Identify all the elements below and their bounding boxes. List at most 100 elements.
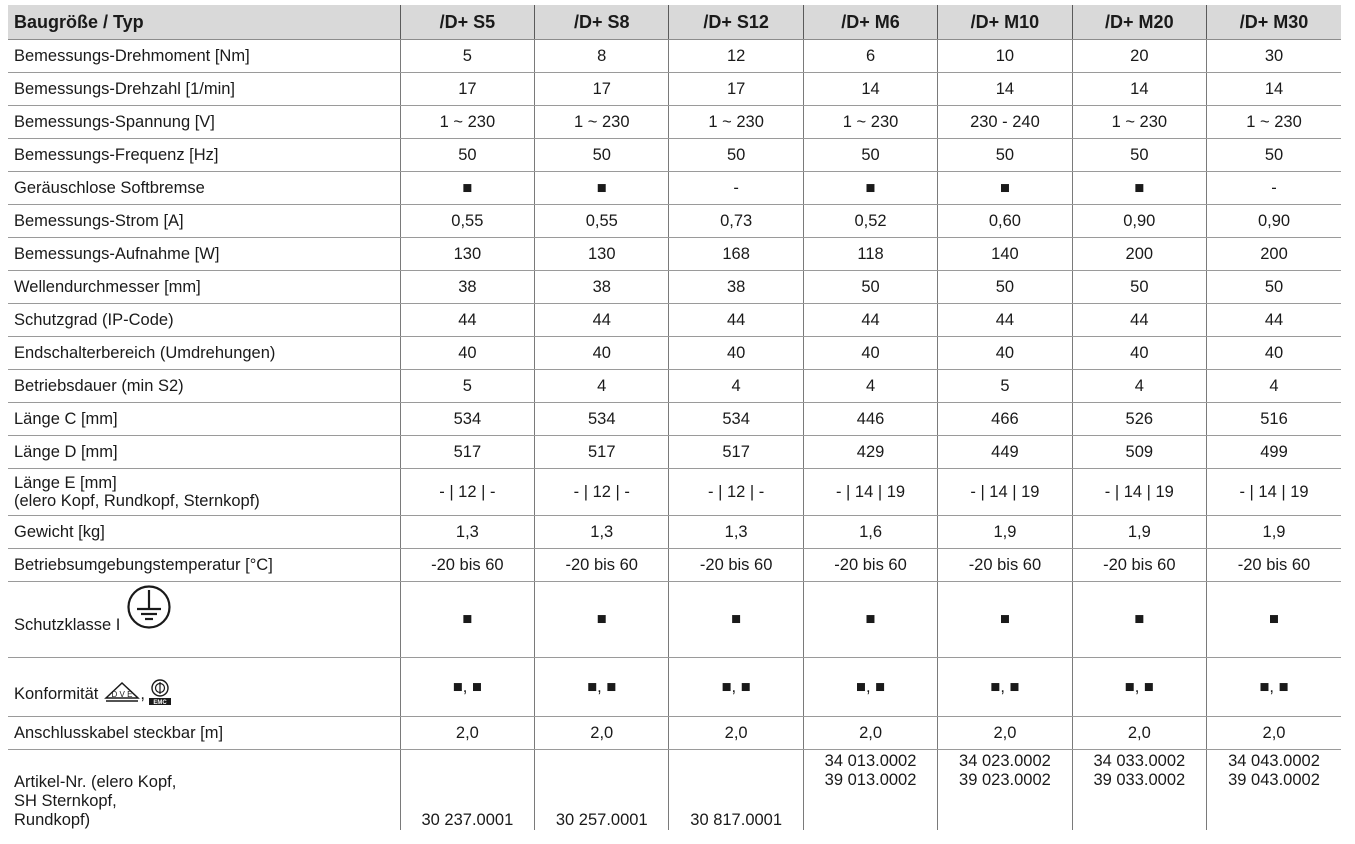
table-row: Bemessungs-Strom [A] 0,55 0,55 0,73 0,52 0,60… <box>8 204 1341 238</box>
table-cell: ■ <box>1206 581 1341 658</box>
table-cell: - | 12 | - <box>534 468 669 516</box>
table-cell: 1,9 <box>1206 515 1341 549</box>
table-cell: 20 <box>1071 39 1207 73</box>
vde-mark-icon: D V E <box>104 680 141 709</box>
table-cell: 1,3 <box>534 515 669 549</box>
table-cell: -20 bis 60 <box>937 548 1073 582</box>
row-label: Länge D [mm] <box>8 435 401 469</box>
article-number: 34 043.0002 <box>1228 752 1320 770</box>
table-cell: - <box>1206 171 1341 205</box>
table-cell: 17 <box>399 72 535 106</box>
table-cell: 2,0 <box>534 716 669 750</box>
row-label: Schutzklasse I <box>8 581 401 658</box>
article-number: 34 033.0002 <box>1093 752 1186 770</box>
table-cell: 0,73 <box>668 204 804 238</box>
icon-separator: , <box>140 684 145 703</box>
row-label: Gewicht [kg] <box>8 515 401 549</box>
table-cell: ■ <box>937 171 1073 205</box>
table-cell: 0,60 <box>937 204 1073 238</box>
header-model: /D+ M6 <box>802 5 938 40</box>
table-cell: 1,9 <box>1071 515 1207 549</box>
row-label: Bemessungs-Aufnahme [W] <box>8 237 401 271</box>
table-cell: 30 <box>1206 39 1341 73</box>
row-label: Schutzgrad (IP-Code) <box>8 303 401 337</box>
table-cell: 50 <box>937 270 1073 304</box>
table-cell: - | 14 | 19 <box>802 468 938 516</box>
row-label: Endschalterbereich (Umdrehungen) <box>8 336 401 370</box>
article-number: 39 013.0002 <box>824 771 917 789</box>
table-cell: 5 <box>937 369 1073 403</box>
table-row: Endschalterbereich (Umdrehungen) 40 40 40 40… <box>8 336 1341 370</box>
table-cell: 4 <box>1071 369 1207 403</box>
table-cell: 50 <box>534 138 669 172</box>
table-cell: ■, ■ <box>802 657 938 717</box>
table-cell: 1 ~ 230 <box>802 105 938 139</box>
table-cell: 40 <box>937 336 1073 370</box>
table-cell: 44 <box>534 303 669 337</box>
table-cell: 50 <box>399 138 535 172</box>
table-cell: 517 <box>399 435 535 469</box>
table-cell: 200 <box>1071 237 1207 271</box>
table-cell: 44 <box>937 303 1073 337</box>
table-cell: 40 <box>1071 336 1207 370</box>
table-cell: 230 - 240 <box>937 105 1073 139</box>
table-row: Gewicht [kg] 1,3 1,3 1,3 1,6 1,9 1,9 1,9 <box>8 515 1341 549</box>
table-cell: 34 033.0002 39 033.0002 <box>1071 749 1207 830</box>
row-label: Länge C [mm] <box>8 402 401 436</box>
table-cell: 0,90 <box>1071 204 1207 238</box>
table-cell: 118 <box>802 237 938 271</box>
svg-text:D V E: D V E <box>112 690 133 699</box>
row-label: Geräuschlose Softbremse <box>8 171 401 205</box>
table-cell: 30 237.0001 <box>399 749 535 830</box>
row-label: Bemessungs-Spannung [V] <box>8 105 401 139</box>
row-label-text: Konformität <box>14 684 99 703</box>
row-label-line: (elero Kopf, Rundkopf, Sternkopf) <box>14 492 260 510</box>
table-row: Bemessungs-Drehmoment [Nm] 5 8 12 6 10 20 30 <box>8 39 1341 73</box>
table-cell: 130 <box>534 237 669 271</box>
table-cell: 30 257.0001 <box>534 749 669 830</box>
table-cell: 40 <box>399 336 535 370</box>
table-cell: 5 <box>399 369 535 403</box>
table-cell: 38 <box>534 270 669 304</box>
table-cell: 17 <box>668 72 804 106</box>
table-cell: 50 <box>802 138 938 172</box>
table-cell: 38 <box>668 270 804 304</box>
table-cell: -20 bis 60 <box>1206 548 1341 582</box>
table-cell: ■ <box>937 581 1073 658</box>
table-cell: 200 <box>1206 237 1341 271</box>
table-cell: ■ <box>399 171 535 205</box>
table-cell: 4 <box>534 369 669 403</box>
header-model: /D+ M10 <box>937 5 1073 40</box>
table-cell: 40 <box>534 336 669 370</box>
table-cell: 34 023.0002 39 023.0002 <box>937 749 1073 830</box>
table-cell: 14 <box>937 72 1073 106</box>
article-number: 30 817.0001 <box>690 811 783 829</box>
table-cell: - | 12 | - <box>399 468 535 516</box>
row-label: Wellendurchmesser [mm] <box>8 270 401 304</box>
row-label: Bemessungs-Strom [A] <box>8 204 401 238</box>
table-cell: ■, ■ <box>668 657 804 717</box>
table-cell: 30 817.0001 <box>668 749 804 830</box>
table-cell: ■ <box>668 581 804 658</box>
table-cell: 429 <box>802 435 938 469</box>
table-cell: 50 <box>1071 138 1207 172</box>
table-cell: 50 <box>1206 270 1341 304</box>
table-cell: 12 <box>668 39 804 73</box>
table-cell: 2,0 <box>802 716 938 750</box>
table-cell: 2,0 <box>399 716 535 750</box>
table-row: Artikel-Nr. (elero Kopf, SH Sternkopf, Run… <box>8 749 1341 830</box>
table-cell: 509 <box>1071 435 1207 469</box>
table-cell: 40 <box>1206 336 1341 370</box>
table-cell: 449 <box>937 435 1073 469</box>
table-cell: 50 <box>802 270 938 304</box>
table-row: Bemessungs-Drehzahl [1/min] 17 17 17 14 14 14 1… <box>8 72 1341 106</box>
table-row: Konformität D V E, EMC ■, ■ ■, ■ ■, ■ ■, ■ ■, ■… <box>8 657 1341 717</box>
table-cell: 4 <box>1206 369 1341 403</box>
table-cell: 44 <box>399 303 535 337</box>
table-cell: 466 <box>937 402 1073 436</box>
spec-table: Baugröße / Typ/D+ S5/D+ S8/D+ S12/D+ M6/… <box>8 5 1341 830</box>
row-label: Anschlusskabel steckbar [m] <box>8 716 401 750</box>
table-cell: ■, ■ <box>1071 657 1207 717</box>
table-cell: 17 <box>534 72 669 106</box>
header-model: /D+ M20 <box>1071 5 1207 40</box>
